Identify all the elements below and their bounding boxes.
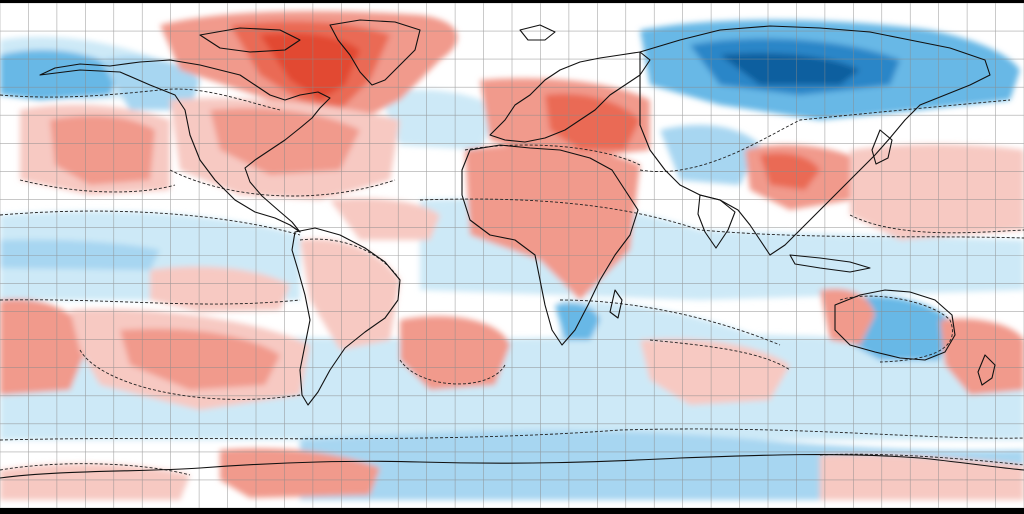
cool-atlantic-north [380,90,500,150]
coast-indonesia [789,254,871,273]
coast-svalbard [519,24,556,41]
bottom-border [0,508,1024,514]
contour-line [0,88,281,111]
contour-line [0,299,301,305]
warm-south-america [300,239,400,350]
contour-line [419,198,1024,239]
coast-new-zealand [977,354,996,386]
warm-antarctic-east [820,454,1024,500]
cool-equator-pacific [0,239,160,270]
contour-line [79,349,301,400]
contour-line [839,295,953,363]
contour-line [649,339,791,371]
contour-line [0,428,1024,441]
warm-north-america-mid [210,108,360,175]
contour-line [0,463,191,476]
warm-antarctic-mid [220,448,380,498]
warm-south-pacific-mid [120,328,280,390]
warm-africa [465,145,640,300]
coast-south-america [291,227,401,406]
contour-line [0,210,301,236]
coast-asia [639,25,991,256]
contour-line [849,214,1024,234]
coast-antarctica [0,453,1024,479]
contour-line [399,359,506,385]
anomaly-fields [0,11,1024,500]
coast-arctic-islands [199,27,301,53]
warm-new-zealand [940,318,1024,395]
coast-madagascar [609,289,623,319]
coast-india [697,194,736,249]
coast-europe [489,51,651,143]
contour-line [559,299,781,346]
warm-atlantic-tropic [330,198,440,240]
top-border [0,0,1024,3]
contour-line [169,169,396,197]
cool-central-asia [660,125,760,185]
cool-canada-west [100,56,200,110]
coast-north-america [39,59,331,233]
coast-australia [834,289,956,361]
cool-south-africa [555,303,600,340]
coast-japan [871,129,893,165]
warm-tasman [820,288,875,345]
warm-north-pacific-mid [50,115,155,185]
contour-line [19,179,176,193]
coast-africa [461,144,639,346]
warm-indian-south [640,338,790,405]
coastlines [0,19,1024,479]
coast-greenland [329,19,421,86]
contour-line [639,99,1011,172]
cool-alaska [0,50,120,100]
warm-south-pacific-west [0,299,90,395]
warm-east-pacific-equator [150,266,290,312]
warm-west-pacific [850,144,1024,240]
